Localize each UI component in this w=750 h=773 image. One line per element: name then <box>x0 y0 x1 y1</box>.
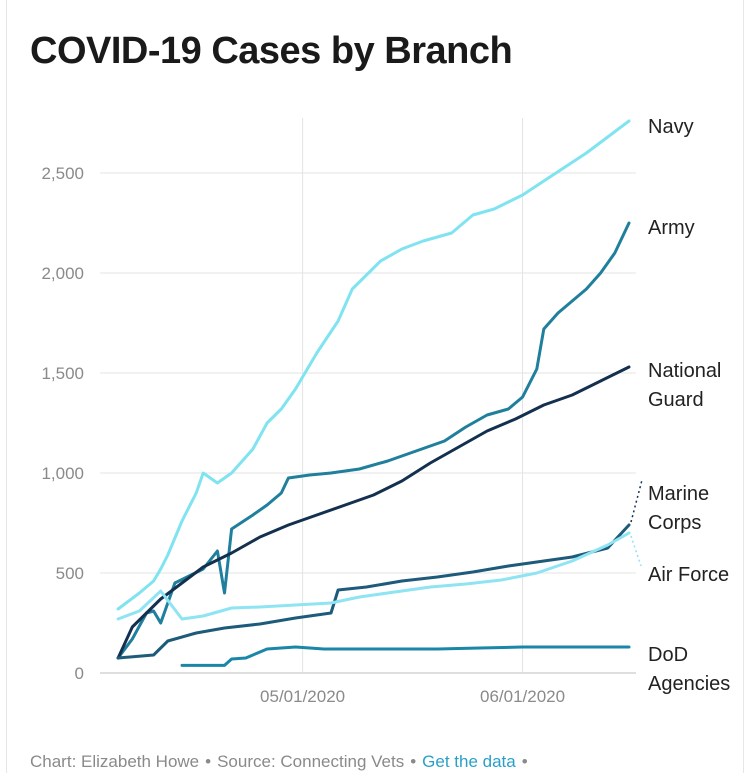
x-tick-label: 06/01/2020 <box>480 687 565 706</box>
marine-corps-leader <box>630 479 643 523</box>
series-line-marine-corps <box>116 523 631 660</box>
series-label-marine-corps: Marine <box>648 483 709 505</box>
series-label-army: Army <box>648 217 695 239</box>
y-tick-label: 2,000 <box>41 264 84 283</box>
chart-footer: Chart: Elizabeth Howe • Source: Connecting… <box>30 752 534 772</box>
series-line-navy <box>116 119 631 611</box>
series-end-labels: Navy Army National Guard Marine Corps Air Forc… <box>630 116 730 695</box>
x-tick-label: 05/01/2020 <box>260 687 345 706</box>
y-tick-label: 0 <box>75 664 84 683</box>
series-lines <box>116 119 631 667</box>
chart-title: COVID-19 Cases by Branch <box>30 30 513 72</box>
series-label-dod-agencies: DoD <box>648 644 688 666</box>
series-label-dod-agencies: Agencies <box>648 673 730 695</box>
series-label-navy: Navy <box>648 116 694 138</box>
air-force-leader <box>630 535 642 567</box>
footer-separator: • <box>410 752 417 771</box>
y-tick-label: 1,000 <box>41 464 84 483</box>
series-label-national-guard: National <box>648 360 721 382</box>
series-line-army <box>116 221 631 660</box>
axis-ticks: 0 500 1,000 1,500 2,000 2,500 05/01/2020 06/01/… <box>41 164 565 706</box>
chart-credit: Chart: Elizabeth Howe <box>30 752 200 771</box>
gridlines <box>100 118 636 674</box>
series-line-dod-agencies <box>180 645 631 667</box>
series-line-air-force <box>116 531 631 621</box>
get-data-link[interactable]: Get the data <box>422 752 516 771</box>
series-label-air-force: Air Force <box>648 564 729 586</box>
y-tick-label: 2,500 <box>41 164 84 183</box>
footer-separator: • <box>205 752 212 771</box>
line-chart: 0 500 1,000 1,500 2,000 2,500 05/01/2020 06/01/… <box>41 116 730 706</box>
series-label-marine-corps: Corps <box>648 512 701 534</box>
footer-separator: • <box>521 752 528 771</box>
series-label-national-guard: Guard <box>648 389 704 411</box>
series-line-national-guard <box>116 365 631 660</box>
y-tick-label: 500 <box>56 564 84 583</box>
chart-frame <box>6 0 744 773</box>
y-tick-label: 1,500 <box>41 364 84 383</box>
chart-source: Source: Connecting Vets <box>217 752 405 771</box>
